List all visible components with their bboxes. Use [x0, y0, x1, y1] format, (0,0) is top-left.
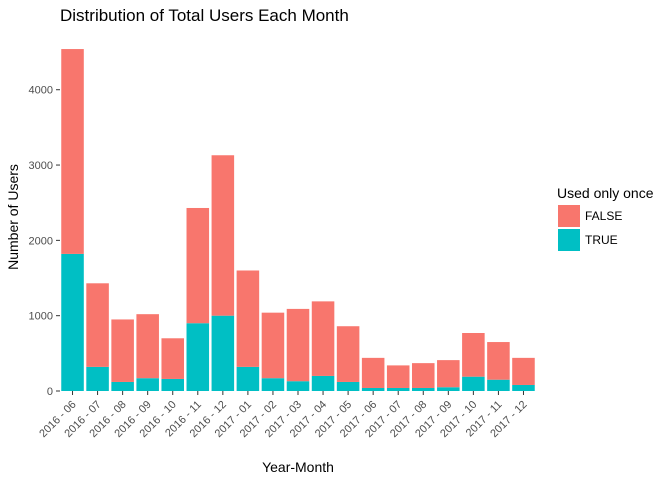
- x-axis-title: Year-Month: [262, 459, 334, 475]
- y-tick-label: 1000: [29, 311, 53, 323]
- y-tick-label: 4000: [29, 85, 53, 97]
- legend-label-false: FALSE: [585, 209, 622, 223]
- legend-swatch-true: [558, 229, 580, 251]
- legend-label-true: TRUE: [585, 233, 618, 247]
- legend-swatch-false: [558, 205, 580, 227]
- bar-true: [61, 253, 84, 391]
- y-tick-label: 0: [47, 386, 53, 398]
- bar-true: [161, 378, 185, 391]
- bar-true: [86, 366, 109, 391]
- bar-false: [512, 357, 535, 385]
- bar-true: [261, 378, 285, 391]
- bar-false: [286, 308, 310, 382]
- bar-true: [236, 366, 260, 391]
- bar-false: [386, 365, 410, 388]
- bar-false: [161, 338, 185, 379]
- bar-false: [186, 207, 210, 324]
- bar-true: [136, 378, 159, 391]
- bar-false: [86, 283, 109, 367]
- y-axis-title: Number of Users: [5, 164, 21, 270]
- bar-true: [411, 387, 435, 391]
- bar-false: [487, 342, 510, 380]
- bar-true: [361, 387, 385, 391]
- bar-false: [311, 301, 335, 376]
- chart-title: Distribution of Total Users Each Month: [60, 6, 349, 25]
- y-tick-label: 2000: [29, 235, 53, 247]
- bar-false: [236, 270, 260, 367]
- bar-false: [111, 319, 134, 382]
- y-tick-label: 3000: [29, 160, 53, 172]
- bar-true: [512, 384, 535, 391]
- bar-true: [386, 387, 410, 391]
- bar-true: [462, 376, 485, 391]
- bar-false: [437, 360, 460, 388]
- bar-false: [336, 326, 360, 382]
- bar-false: [61, 49, 84, 254]
- bar-true: [311, 375, 335, 391]
- bar-true: [211, 315, 235, 391]
- bar-false: [211, 155, 235, 316]
- bar-true: [286, 381, 310, 391]
- bar-true: [487, 379, 510, 391]
- bar-false: [411, 363, 435, 388]
- legend-title: Used only once: [557, 185, 654, 201]
- bar-false: [462, 333, 485, 377]
- bar-false: [361, 357, 385, 388]
- bar-false: [136, 314, 159, 379]
- bar-true: [336, 381, 360, 391]
- bar-true: [437, 387, 460, 391]
- bar-true: [186, 323, 210, 391]
- bar-false: [261, 312, 285, 379]
- legend: Used only once FALSE TRUE: [557, 185, 654, 251]
- bar-true: [111, 381, 134, 391]
